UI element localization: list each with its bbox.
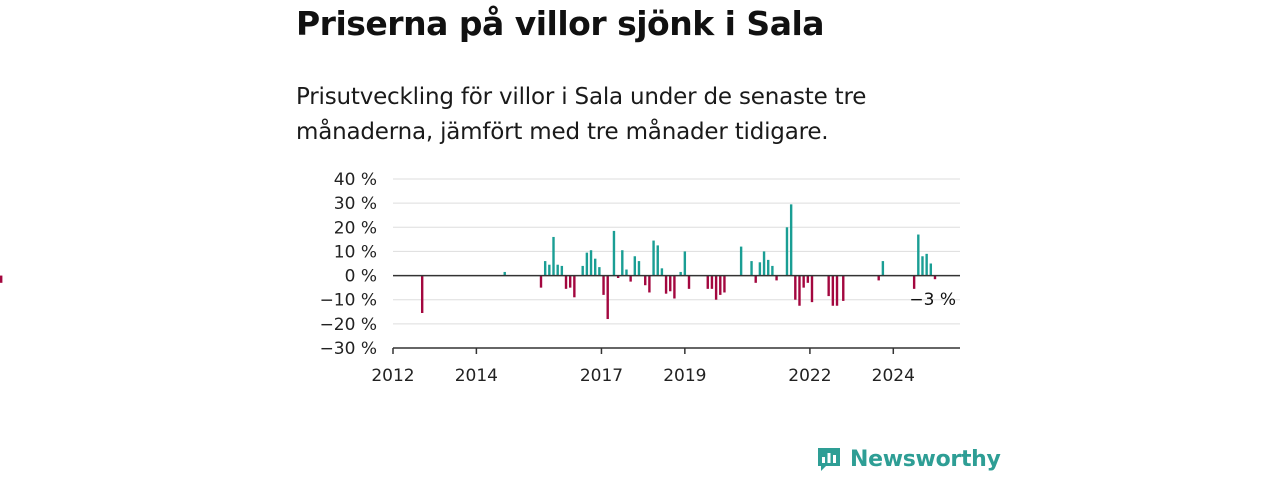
bar — [539, 275, 543, 288]
chart-subtitle: Prisutveckling för villor i Sala under d… — [296, 84, 867, 145]
bar — [543, 261, 547, 276]
bar — [552, 236, 555, 276]
axes — [392, 274, 960, 354]
page-title: Priserna på villor sjönk i Sala — [296, 4, 825, 43]
x-tick-label: 2022 — [788, 366, 831, 386]
bar — [616, 275, 620, 278]
bar — [556, 264, 559, 276]
bar — [598, 267, 601, 276]
brand-name: Newsworthy — [850, 446, 1001, 472]
bar — [669, 275, 672, 292]
bar — [589, 250, 593, 276]
bar — [652, 240, 655, 276]
bar — [798, 275, 801, 306]
bar — [573, 275, 576, 298]
bar — [633, 256, 637, 276]
bar — [775, 275, 778, 281]
bar — [503, 271, 506, 276]
bar — [683, 251, 687, 276]
y-tick-label: 40 % — [334, 170, 377, 190]
bar — [933, 275, 937, 280]
bar — [656, 245, 659, 276]
x-tick-label: 2017 — [580, 366, 623, 386]
bar — [831, 275, 835, 306]
bar — [758, 262, 762, 276]
y-tick-label: −20 % — [320, 315, 377, 335]
bar — [679, 271, 682, 276]
bar — [723, 275, 726, 293]
bar — [835, 275, 839, 306]
bar — [420, 275, 424, 313]
bar — [771, 265, 774, 276]
bar — [789, 204, 793, 276]
bar — [644, 275, 647, 286]
bar — [714, 275, 718, 300]
bar — [785, 227, 789, 276]
y-axis-labels: 40 % 30 % 20 % 10 % 0 % −10 % −20 % −30 % — [320, 170, 377, 359]
bar — [762, 251, 766, 276]
x-tick-label: 2012 — [371, 366, 414, 386]
y-tick-label: −30 % — [320, 339, 377, 359]
bar — [625, 269, 628, 276]
bar — [594, 258, 597, 276]
bar — [560, 265, 564, 276]
bar — [750, 261, 753, 276]
bar — [806, 275, 810, 283]
bar — [739, 246, 743, 276]
bar — [606, 275, 609, 320]
bar — [648, 275, 651, 293]
bar — [629, 275, 632, 282]
y-tick-label: 0 % — [345, 267, 377, 287]
bar — [881, 261, 885, 276]
x-axis-labels: 2012 2014 2017 2019 2022 2024 — [371, 366, 915, 386]
bar — [810, 275, 814, 303]
bar — [664, 275, 668, 294]
bar — [929, 263, 933, 276]
bar — [660, 268, 664, 276]
bar — [581, 265, 584, 276]
bar — [687, 275, 691, 289]
bar — [767, 259, 770, 276]
y-tick-label: 10 % — [334, 242, 377, 262]
x-tick-label: 2024 — [872, 366, 915, 386]
grid-lines — [393, 178, 960, 325]
bar — [794, 275, 797, 300]
bar — [548, 264, 551, 276]
bar — [827, 275, 830, 297]
bar — [802, 275, 805, 288]
bar — [585, 252, 589, 276]
bar — [564, 275, 568, 289]
bar — [710, 275, 714, 289]
bar — [754, 275, 757, 283]
y-tick-label: 20 % — [334, 218, 377, 238]
bar — [719, 275, 722, 295]
bar — [706, 275, 709, 289]
bar — [925, 253, 928, 276]
x-tick-label: 2019 — [663, 366, 706, 386]
bar — [568, 275, 572, 288]
bar-chart-speech-bubble-icon — [818, 448, 840, 471]
bar — [912, 275, 916, 289]
price-change-chart: 40 %30 %20 %10 %0 %−10 %−20 %−30 % 2012 2… — [0, 170, 960, 386]
bar — [0, 275, 3, 283]
bar — [602, 275, 605, 295]
bar — [921, 256, 924, 276]
newsworthy-logo: Newsworthy — [816, 446, 1001, 472]
bar — [842, 275, 845, 301]
bar — [877, 275, 880, 281]
latest-value-label: −3 % — [909, 290, 956, 310]
bar — [673, 275, 676, 299]
bar — [917, 234, 920, 276]
bar — [637, 261, 641, 276]
bar — [612, 230, 616, 276]
bar — [621, 250, 624, 276]
x-tick-label: 2014 — [455, 366, 498, 386]
bars — [0, 204, 937, 320]
y-tick-label: 30 % — [334, 194, 377, 214]
y-tick-label: −10 % — [320, 291, 377, 311]
